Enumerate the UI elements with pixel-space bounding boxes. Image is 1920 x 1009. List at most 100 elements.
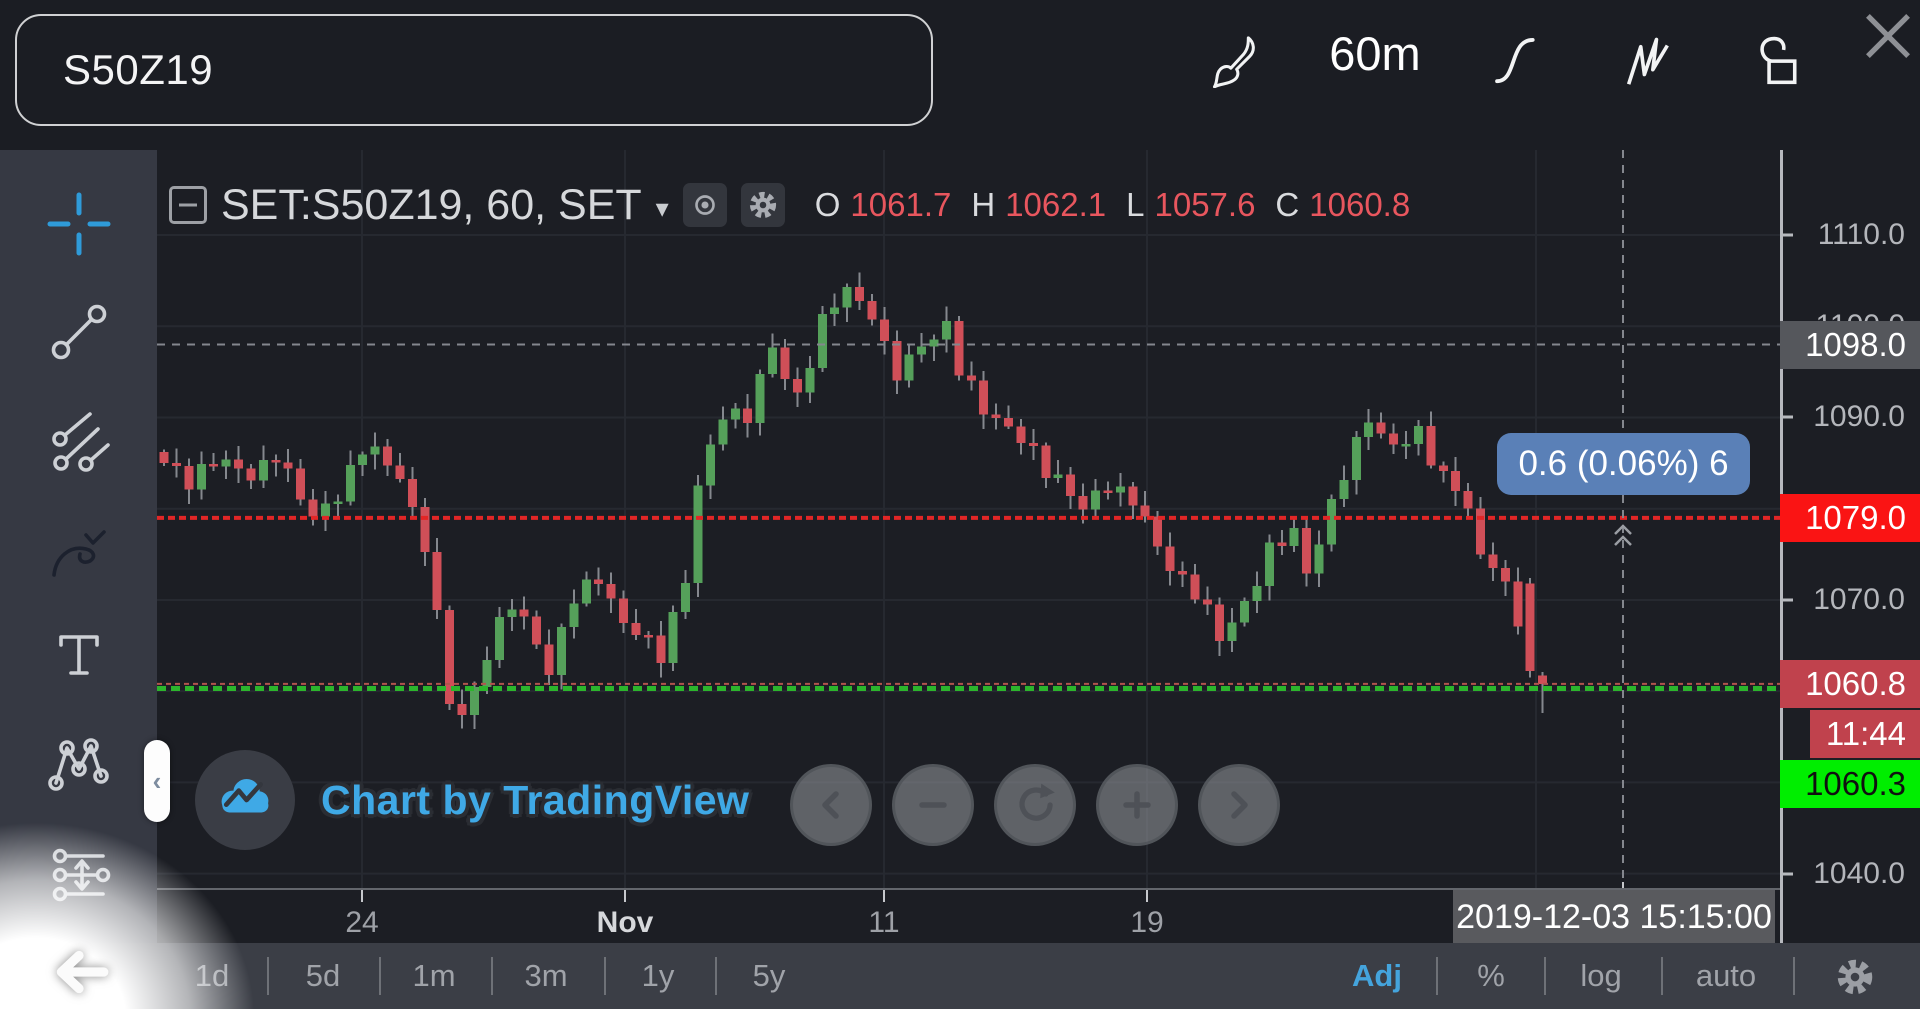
sidebar-tool-trend-line[interactable] bbox=[46, 299, 112, 365]
text-tool-icon bbox=[58, 635, 99, 675]
last-price-badge: 1060.8 bbox=[1780, 659, 1920, 708]
ohlc-label: L bbox=[1126, 186, 1145, 223]
change-tooltip: 0.6 (0.06%) 6 bbox=[1497, 433, 1750, 495]
symbol-input[interactable]: S50Z19 bbox=[15, 14, 933, 126]
chart-title[interactable]: SET:S50Z19, 60, SET bbox=[221, 180, 642, 229]
time-axis-tick bbox=[1146, 890, 1148, 902]
price-axis-label: 1070.0 bbox=[1813, 582, 1905, 616]
ohlc-label: O bbox=[814, 186, 841, 223]
time-axis-label: 11 bbox=[868, 906, 900, 939]
scale-button-percent[interactable]: % bbox=[1477, 958, 1505, 993]
series-settings-button[interactable] bbox=[740, 183, 785, 227]
price-axis-tick bbox=[1780, 598, 1793, 602]
range-button-1d[interactable]: 1d bbox=[194, 958, 230, 993]
range-button-5d[interactable]: 5d bbox=[305, 958, 341, 993]
brush-icon[interactable] bbox=[1202, 30, 1262, 90]
tradingview-logo-icon bbox=[195, 750, 295, 850]
time-axis[interactable]: 2019-12-03 15:15:00 24 Nov 11 19 bbox=[157, 888, 1780, 944]
ohlc-label: H bbox=[971, 186, 996, 223]
ohlc-value: 1061.7 bbox=[850, 186, 952, 223]
drawing-toolbar bbox=[0, 150, 157, 1009]
price-axis[interactable]: 1110.01100.01090.01070.01040.01098.01079… bbox=[1780, 150, 1920, 943]
separator bbox=[1436, 957, 1438, 995]
crosshair-price-badge: 1098.0 bbox=[1780, 320, 1920, 369]
alert-price-badge: 1079.0 bbox=[1780, 493, 1920, 542]
price-axis-tick bbox=[1780, 872, 1793, 876]
zoom-in-button[interactable] bbox=[1096, 764, 1178, 846]
ohlc-readout: O 1061.7 H 1062.1 L 1057.6 C 1060.8 bbox=[815, 186, 1418, 224]
range-button-1y[interactable]: 1y bbox=[641, 958, 675, 993]
separator bbox=[1793, 957, 1795, 995]
back-arrow-icon bbox=[56, 950, 109, 994]
chevron-down-icon[interactable]: ▾ bbox=[655, 192, 669, 223]
collapse-legend-icon[interactable] bbox=[169, 186, 207, 224]
top-toolbar: S50Z19 60m bbox=[0, 0, 1920, 150]
range-button-3m[interactable]: 3m bbox=[524, 958, 568, 993]
xabcd-pattern-icon bbox=[47, 738, 109, 791]
parallel-lines-icon bbox=[51, 412, 110, 472]
range-button-5y[interactable]: 5y bbox=[752, 958, 786, 993]
eye-toggle-button[interactable] bbox=[682, 183, 727, 227]
sidebar-tool-parallel-lines[interactable] bbox=[46, 407, 112, 473]
sidebar-tool-levels[interactable] bbox=[46, 841, 112, 907]
back-button[interactable] bbox=[48, 947, 110, 997]
reset-chart-button[interactable] bbox=[994, 764, 1076, 846]
zoom-out-button[interactable] bbox=[892, 764, 974, 846]
scale-button-auto[interactable]: auto bbox=[1695, 958, 1757, 993]
sidebar-tool-xabcd-pattern[interactable] bbox=[46, 731, 112, 797]
range-button-1m[interactable]: 1m bbox=[412, 958, 456, 993]
separator bbox=[1544, 957, 1546, 995]
price-axis-label: 1110.0 bbox=[1817, 218, 1905, 252]
chevron-left-icon bbox=[822, 791, 839, 819]
pan-right-button[interactable] bbox=[1198, 764, 1280, 846]
gear-icon bbox=[749, 191, 776, 219]
chevron-left-icon: ‹ bbox=[152, 766, 162, 796]
ohlc-label: C bbox=[1275, 186, 1300, 223]
chart-settings-button[interactable] bbox=[1832, 954, 1878, 1000]
levels-tool-icon bbox=[52, 848, 110, 902]
curve-icon bbox=[51, 530, 106, 577]
chart-legend: SET:S50Z19, 60, SET ▾ O 1061.7 H 1062.1 L 105… bbox=[169, 180, 1418, 230]
collapse-toolbar-handle[interactable]: ‹ bbox=[144, 740, 170, 822]
bid-price-badge: 1060.3 bbox=[1780, 760, 1920, 808]
minus-icon bbox=[919, 802, 947, 808]
separator bbox=[604, 957, 606, 995]
separator bbox=[267, 957, 269, 995]
watermark-text: Chart by TradingView bbox=[321, 776, 750, 823]
sidebar-tool-curve[interactable] bbox=[46, 517, 112, 583]
candlestick-chart[interactable] bbox=[157, 150, 1780, 888]
zigzag-chart-type-icon[interactable] bbox=[1618, 30, 1678, 90]
time-axis-tick bbox=[624, 890, 626, 902]
chart-pane[interactable]: SET:S50Z19, 60, SET ▾ O 1061.7 H 1062.1 L 105… bbox=[157, 150, 1780, 888]
gear-icon bbox=[1837, 959, 1873, 995]
bar-countdown-badge: 11:44 bbox=[1810, 710, 1920, 758]
time-axis-label: 19 bbox=[1130, 906, 1164, 939]
curve-line-style-icon[interactable] bbox=[1486, 30, 1546, 90]
chevron-right-icon bbox=[1231, 791, 1248, 819]
price-axis-tick bbox=[1780, 233, 1793, 237]
separator bbox=[379, 957, 381, 995]
sidebar-tool-crosshair[interactable] bbox=[46, 191, 112, 257]
separator bbox=[715, 957, 717, 995]
time-axis-tick bbox=[883, 890, 885, 902]
interval-button[interactable]: 60m bbox=[1329, 27, 1421, 80]
tradingview-watermark: Chart by TradingView bbox=[195, 750, 749, 850]
scale-button-log[interactable]: log bbox=[1580, 958, 1622, 993]
ohlc-value: 1057.6 bbox=[1154, 186, 1256, 223]
time-axis-label: 24 bbox=[345, 906, 379, 939]
price-axis-label: 1090.0 bbox=[1813, 400, 1905, 434]
close-icon[interactable] bbox=[1862, 10, 1914, 62]
pan-left-button[interactable] bbox=[790, 764, 872, 846]
separator bbox=[491, 957, 493, 995]
unlock-icon[interactable] bbox=[1748, 30, 1808, 90]
sidebar-tool-text[interactable] bbox=[46, 622, 112, 688]
separator bbox=[1661, 957, 1663, 995]
refresh-icon bbox=[1019, 783, 1055, 821]
bottom-toolbar: 1d 5d 1m 3m 1y 5y Adj% log auto bbox=[0, 943, 1920, 1009]
crosshair-handle-icon bbox=[1614, 524, 1632, 546]
scale-button-Adj[interactable]: Adj bbox=[1352, 958, 1402, 993]
time-axis-tick bbox=[361, 890, 363, 902]
crosshair-icon bbox=[47, 192, 110, 256]
trend-line-icon bbox=[51, 304, 106, 360]
